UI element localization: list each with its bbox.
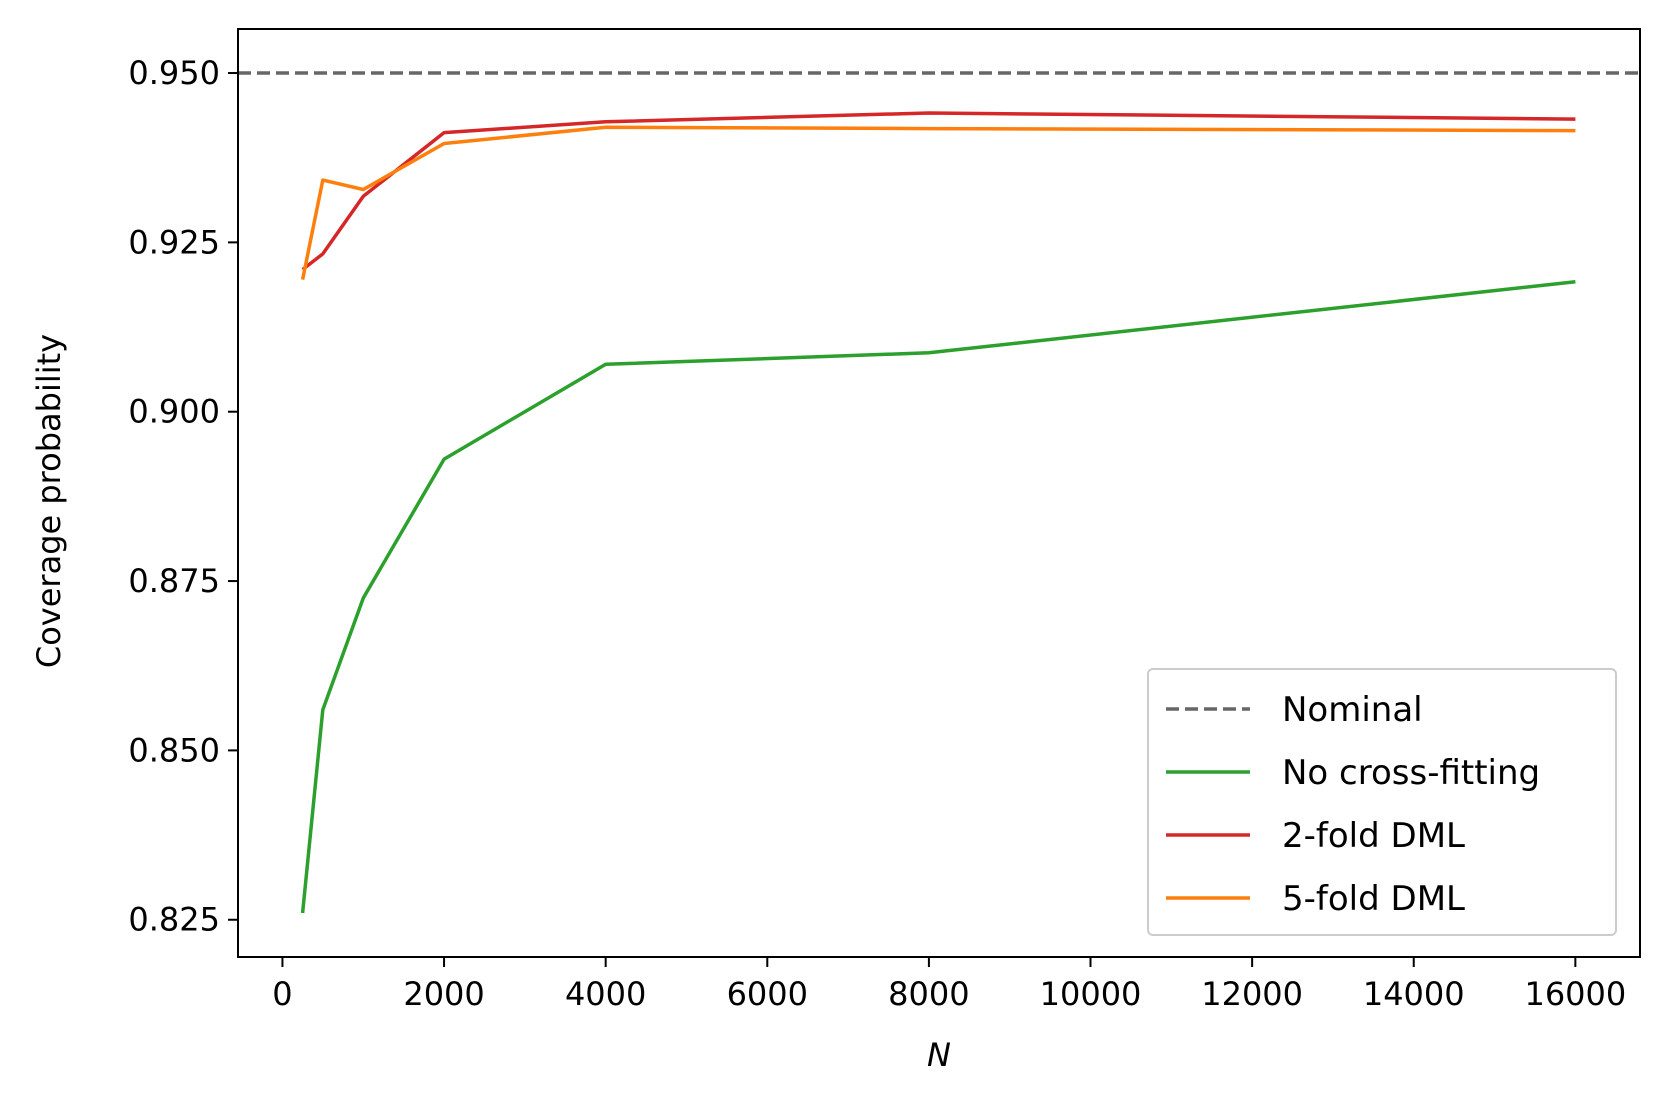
- x-tick-label: 0: [272, 975, 292, 1013]
- legend-label-0: Nominal: [1282, 690, 1423, 730]
- x-tick-label: 12000: [1201, 975, 1303, 1013]
- x-axis-title: N: [927, 1036, 951, 1074]
- x-axis: 0 2000 4000 6000 8000 10000 12000 14000 16000: [272, 957, 1626, 1013]
- y-tick-label: 0.825: [128, 901, 220, 939]
- y-tick-label: 0.900: [128, 393, 220, 431]
- y-axis: 0.825 0.850 0.875 0.900 0.925 0.950: [128, 54, 238, 939]
- legend-label-2: 2-fold DML: [1282, 816, 1465, 856]
- plot-frame: [237, 28, 1641, 958]
- y-tick-label: 0.950: [128, 54, 220, 92]
- series-line-3: [300, 125, 1576, 280]
- series-line-1: [300, 279, 1576, 914]
- x-tick-label: 14000: [1363, 975, 1465, 1013]
- y-tick-label: 0.925: [128, 223, 220, 261]
- legend-label-3: 5-fold DML: [1282, 879, 1465, 919]
- series-line-2: [301, 111, 1576, 271]
- x-tick-label: 10000: [1040, 975, 1142, 1013]
- x-tick-label: 2000: [403, 975, 484, 1013]
- legend-box: [1147, 668, 1617, 936]
- legend: Nominal No cross-fitting 2-fold DML 5-fold …: [1147, 668, 1617, 936]
- series-layer: [238, 71, 1640, 914]
- y-tick-label: 0.875: [128, 562, 220, 600]
- legend-label-1: No cross-fitting: [1282, 753, 1540, 793]
- x-tick-label: 16000: [1524, 975, 1626, 1013]
- x-tick-label: 6000: [727, 975, 808, 1013]
- x-tick-label: 8000: [888, 975, 969, 1013]
- x-tick-label: 4000: [565, 975, 646, 1013]
- y-axis-title: Coverage probability: [30, 334, 68, 668]
- y-tick-label: 0.850: [128, 731, 220, 769]
